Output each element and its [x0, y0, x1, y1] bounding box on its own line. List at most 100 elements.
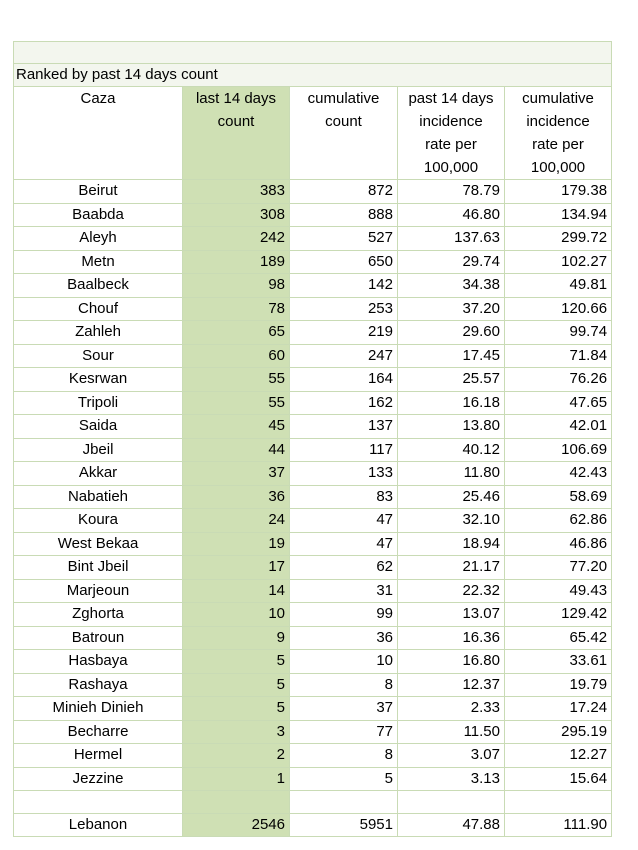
cell-cumulative: 133	[289, 461, 398, 486]
cell-caza: Minieh Dinieh	[13, 696, 183, 721]
cell-caza: Rashaya	[13, 672, 183, 697]
cell-caza: Hasbaya	[13, 649, 183, 674]
cell-caza: Kesrwan	[13, 367, 183, 392]
cell-cumulative: 137	[289, 414, 398, 439]
cell-caza: Nabatieh	[13, 484, 183, 509]
cell-cumulative: 650	[289, 249, 398, 274]
cell-rate14: 34.38	[397, 273, 505, 298]
cell-last14: 17	[182, 555, 290, 580]
cell-cumulative: 247	[289, 343, 398, 368]
cell-last14: 36	[182, 484, 290, 509]
cell-rate14: 78.79	[397, 179, 505, 204]
cell-last14: 1	[182, 766, 290, 791]
cell-cumulative: 37	[289, 696, 398, 721]
cell-rate14: 29.60	[397, 320, 505, 345]
cell-cumrate: 42.43	[503, 461, 613, 486]
cell-cumrate: 71.84	[503, 343, 613, 368]
total-caza: Lebanon	[13, 813, 183, 837]
cell-rate14: 16.18	[397, 390, 505, 415]
cell-cumulative: 47	[289, 508, 398, 533]
cell-cumulative: 527	[289, 226, 398, 251]
cell-caza: Akkar	[13, 461, 183, 486]
empty-cell	[289, 790, 398, 814]
cell-cumrate: 179.38	[503, 179, 613, 204]
cell-cumulative: 83	[289, 484, 398, 509]
cell-rate14: 17.45	[397, 343, 505, 368]
table-row: Tripoli 55 162 16.18 47.65	[13, 390, 613, 415]
cell-last14: 55	[182, 367, 290, 392]
header-rate14: past 14 days incidence rate per 100,000	[397, 86, 505, 180]
table-row: Rashaya 5 8 12.37 19.79	[13, 672, 613, 697]
cell-rate14: 46.80	[397, 202, 505, 227]
cell-cumulative: 253	[289, 296, 398, 321]
empty-top-row	[12, 41, 613, 64]
cell-caza: West Bekaa	[13, 531, 183, 556]
table-row: Nabatieh 36 83 25.46 58.69	[13, 484, 613, 509]
cell-caza: Hermel	[13, 743, 183, 768]
cell-rate14: 25.57	[397, 367, 505, 392]
cell-cumulative: 10	[289, 649, 398, 674]
cell-last14: 5	[182, 649, 290, 674]
header-cumrate-line1: cumulative	[522, 90, 594, 107]
empty-cell	[13, 790, 183, 814]
table-row: Baalbeck 98 142 34.38 49.81	[13, 273, 613, 298]
cell-last14: 78	[182, 296, 290, 321]
cell-caza: Tripoli	[13, 390, 183, 415]
spreadsheet: Ranked by past 14 days count Caza last 1…	[12, 41, 613, 837]
table-row: Metn 189 650 29.74 102.27	[13, 249, 613, 274]
incidence-table: Ranked by past 14 days count Caza last 1…	[12, 41, 613, 837]
cell-cumrate: 19.79	[503, 672, 613, 697]
total-row: Lebanon 2546 5951 47.88 111.90	[13, 813, 613, 837]
table-row: Hermel 2 8 3.07 12.27	[13, 743, 613, 768]
cell-cumulative: 5	[289, 766, 398, 791]
header-caza-label: Caza	[80, 90, 116, 107]
cell-last14: 383	[182, 179, 290, 204]
cell-rate14: 2.33	[397, 696, 505, 721]
table-row: Baabda 308 888 46.80 134.94	[13, 202, 613, 227]
empty-cell	[397, 790, 505, 814]
table-row: Beirut 383 872 78.79 179.38	[13, 179, 613, 204]
cell-cumrate: 76.26	[503, 367, 613, 392]
cell-last14: 98	[182, 273, 290, 298]
table-row: Chouf 78 253 37.20 120.66	[13, 296, 613, 321]
cell-cumrate: 42.01	[503, 414, 613, 439]
cell-cumrate: 49.43	[503, 578, 613, 603]
blank-row	[13, 790, 613, 814]
table-row: Saida 45 137 13.80 42.01	[13, 414, 613, 439]
cell-last14: 44	[182, 437, 290, 462]
table-row: Akkar 37 133 11.80 42.43	[13, 461, 613, 486]
cell-rate14: 16.80	[397, 649, 505, 674]
cell-cumrate: 15.64	[503, 766, 613, 791]
table-row: Jbeil 44 117 40.12 106.69	[13, 437, 613, 462]
empty-cell	[182, 790, 290, 814]
total-cumulative: 5951	[289, 813, 398, 837]
cell-rate14: 40.12	[397, 437, 505, 462]
cell-caza: Batroun	[13, 625, 183, 650]
total-rate14: 47.88	[397, 813, 505, 837]
cell-caza: Marjeoun	[13, 578, 183, 603]
cell-cumulative: 162	[289, 390, 398, 415]
cell-caza: Aleyh	[13, 226, 183, 251]
cell-rate14: 25.46	[397, 484, 505, 509]
cell-cumrate: 47.65	[503, 390, 613, 415]
cell-cumrate: 99.74	[503, 320, 613, 345]
header-last14-line2: count	[217, 113, 255, 130]
header-cumrate-line3: rate per	[532, 136, 584, 153]
cell-cumrate: 33.61	[503, 649, 613, 674]
header-cumulative: cumulative count	[289, 86, 398, 180]
cell-rate14: 13.80	[397, 414, 505, 439]
header-cumrate-line2: incidence	[526, 113, 590, 130]
cell-caza: Metn	[13, 249, 183, 274]
cell-last14: 14	[182, 578, 290, 603]
cell-cumrate: 12.27	[503, 743, 613, 768]
cell-caza: Jbeil	[13, 437, 183, 462]
table-row: Aleyh 242 527 137.63 299.72	[13, 226, 613, 251]
cell-rate14: 16.36	[397, 625, 505, 650]
cell-cumrate: 295.19	[503, 719, 613, 744]
cell-cumulative: 142	[289, 273, 398, 298]
cell-caza: Koura	[13, 508, 183, 533]
cell-cumulative: 77	[289, 719, 398, 744]
cell-last14: 5	[182, 672, 290, 697]
cell-last14: 308	[182, 202, 290, 227]
cell-last14: 242	[182, 226, 290, 251]
